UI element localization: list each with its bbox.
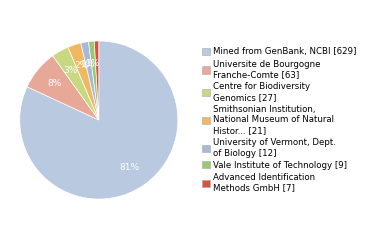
Wedge shape bbox=[89, 41, 99, 120]
Text: 1%: 1% bbox=[81, 60, 96, 68]
Text: 2%: 2% bbox=[74, 61, 88, 70]
Wedge shape bbox=[20, 41, 178, 199]
Text: 8%: 8% bbox=[48, 79, 62, 88]
Wedge shape bbox=[68, 43, 99, 120]
Legend: Mined from GenBank, NCBI [629], Universite de Bourgogne
Franche-Comte [63], Cent: Mined from GenBank, NCBI [629], Universi… bbox=[202, 48, 356, 192]
Wedge shape bbox=[27, 56, 99, 120]
Text: 1%: 1% bbox=[86, 59, 101, 68]
Wedge shape bbox=[81, 42, 99, 120]
Text: 3%: 3% bbox=[64, 66, 78, 75]
Wedge shape bbox=[94, 41, 99, 120]
Text: 81%: 81% bbox=[119, 163, 139, 173]
Wedge shape bbox=[53, 47, 99, 120]
